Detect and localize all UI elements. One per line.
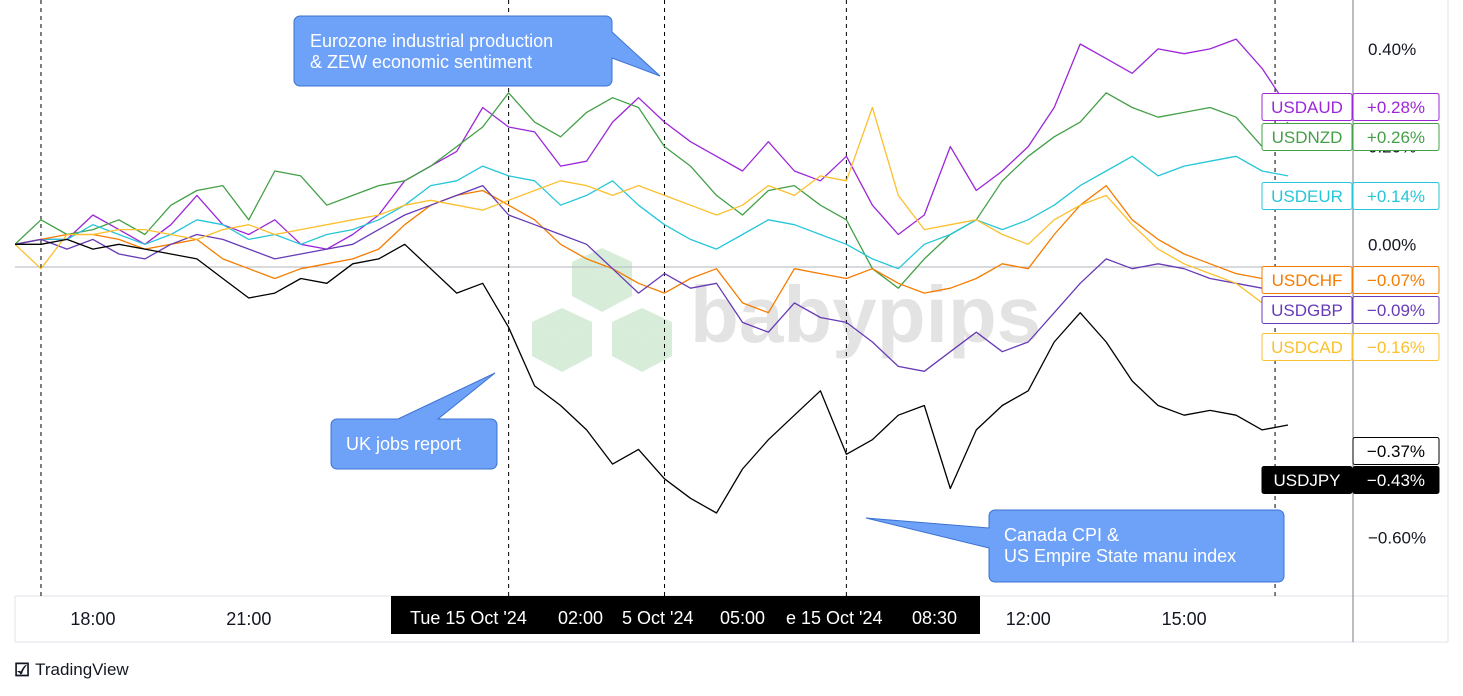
crosshair-label-time-3: 08:30 — [912, 608, 957, 628]
annotation-canada-line-1: Canada CPI & — [1004, 525, 1119, 545]
y-tick-label: 0.00% — [1368, 235, 1416, 254]
series-value-label: −0.37% — [1367, 442, 1425, 461]
crosshair-time-labels: Tue 15 Oct '24 02:00 5 Oct '24 05:00 e 1… — [391, 596, 980, 634]
annotation-uk-jobs-line-1: UK jobs report — [346, 434, 461, 454]
series-name-label: USDEUR — [1271, 187, 1343, 206]
series-name-label: USDCAD — [1271, 338, 1343, 357]
x-tick-label: 12:00 — [1006, 609, 1051, 629]
series-name-label: USDJPY — [1273, 471, 1340, 490]
tradingview-text: TradingView — [35, 660, 129, 680]
x-tick-label: 21:00 — [226, 609, 271, 629]
series-value-label: −0.07% — [1367, 271, 1425, 290]
annotation-canada-line-2: US Empire State manu index — [1004, 546, 1236, 566]
series-value-label: +0.26% — [1367, 128, 1425, 147]
y-tick-label: −0.60% — [1368, 528, 1426, 547]
tradingview-logo: ☑ TradingView — [14, 658, 129, 682]
series-value-label: −0.43% — [1367, 471, 1425, 490]
series-name-label: USDNZD — [1272, 128, 1343, 147]
x-tick-label: 18:00 — [70, 609, 115, 629]
tradingview-icon: ☑ — [14, 660, 29, 681]
crosshair-label-time-2: 05:00 — [720, 608, 765, 628]
series-value-label: −0.16% — [1367, 338, 1425, 357]
annotation-eurozone-line-2: & ZEW economic sentiment — [310, 52, 532, 72]
series-value-label: −0.09% — [1367, 301, 1425, 320]
crosshair-label-date-1: Tue 15 Oct '24 — [410, 608, 527, 628]
crosshair-label-time-1: 02:00 — [558, 608, 603, 628]
crosshair-label-date-3: e 15 Oct '24 — [786, 608, 883, 628]
y-tick-label: 0.40% — [1368, 40, 1416, 59]
series-name-label: USDGBP — [1271, 301, 1343, 320]
annotation-eurozone-line-1: Eurozone industrial production — [310, 31, 553, 51]
series-value-label: +0.28% — [1367, 98, 1425, 117]
x-tick-label: 15:00 — [1162, 609, 1207, 629]
series-value-label: +0.14% — [1367, 187, 1425, 206]
annotation-eurozone: Eurozone industrial production & ZEW eco… — [294, 16, 660, 86]
watermark-text: babypips — [690, 270, 1041, 359]
crosshair-label-date-2: 5 Oct '24 — [622, 608, 693, 628]
series-name-label: USDAUD — [1271, 98, 1343, 117]
series-name-label: USDCHF — [1272, 271, 1343, 290]
